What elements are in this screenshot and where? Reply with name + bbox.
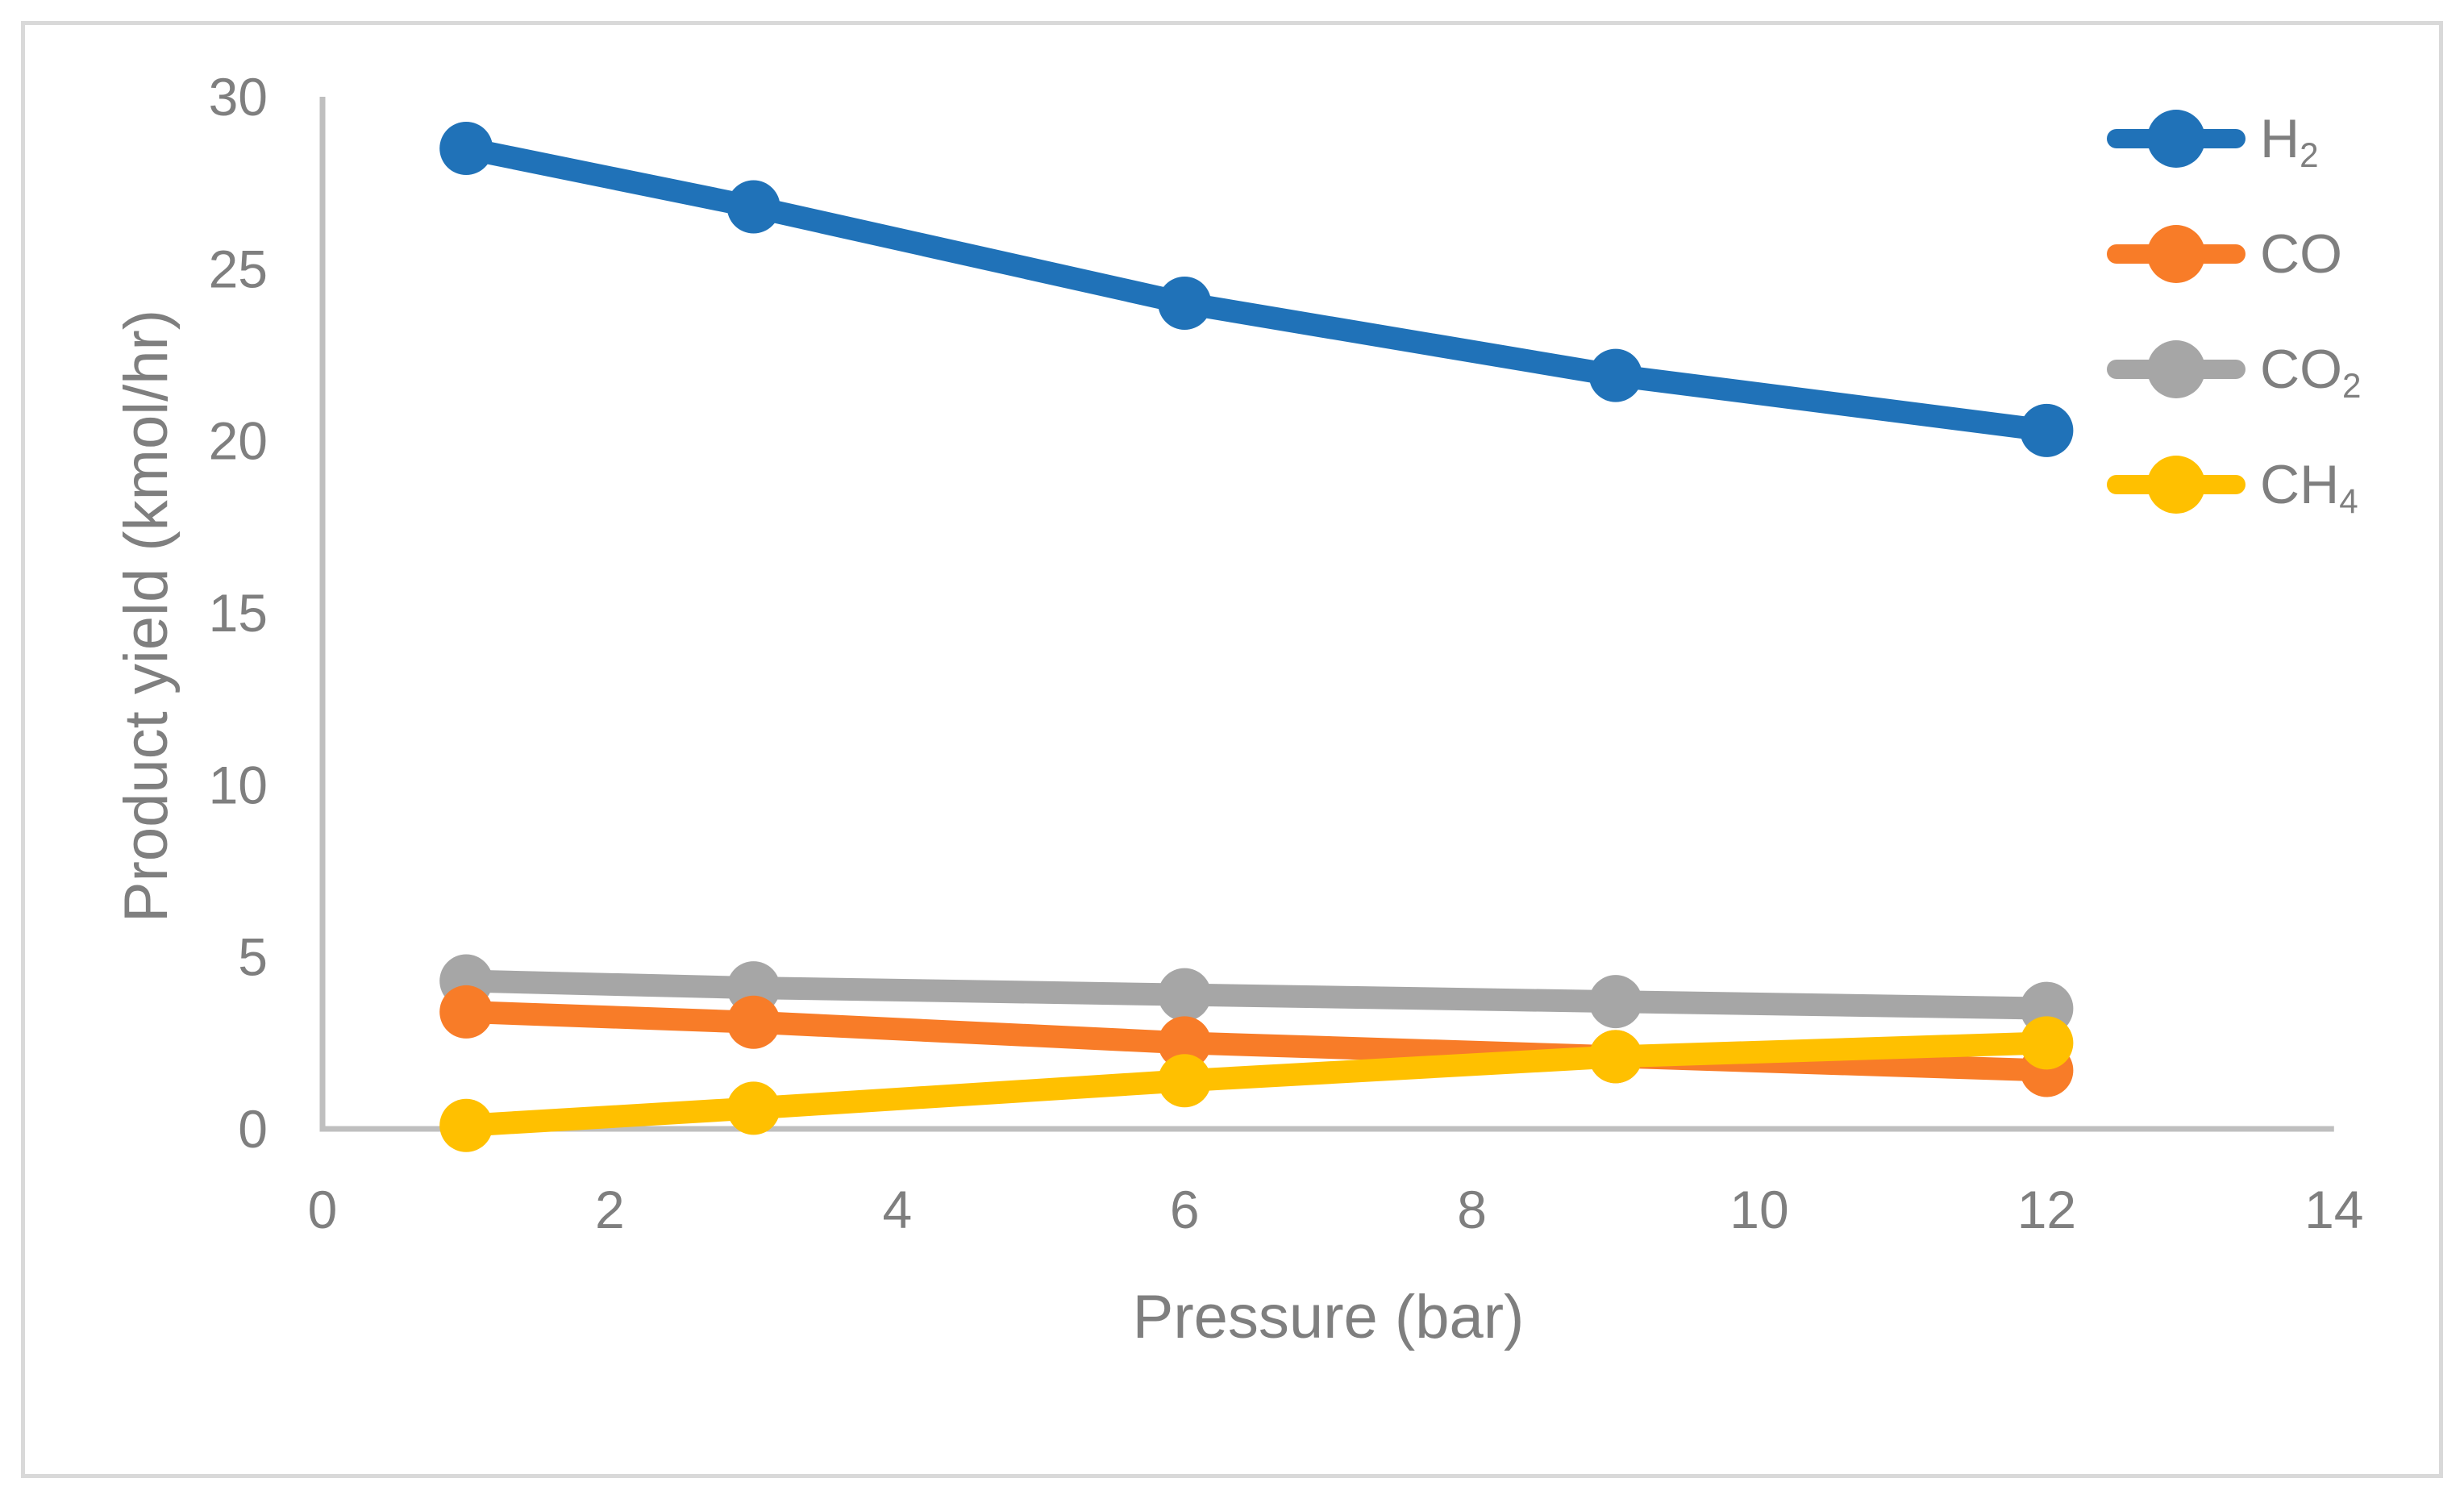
y-axis-title: Product yield (kmol/hr) (112, 309, 181, 923)
legend-marker-line (2107, 225, 2245, 283)
data-point-H2 (2020, 403, 2074, 457)
legend-item-label: CH4 (2260, 454, 2358, 520)
x-tick-label: 10 (1729, 1180, 1788, 1239)
legend-marker-dot (2147, 225, 2205, 283)
legend-item-label: CO2 (2260, 339, 2362, 405)
x-tick-label: 8 (1457, 1180, 1487, 1239)
data-point-CH4 (1158, 1054, 1212, 1108)
legend-marker-line (2107, 340, 2245, 398)
legend-item-label: H2 (2260, 108, 2319, 174)
y-tick-label: 0 (238, 1099, 268, 1159)
y-tick-label: 10 (209, 755, 268, 814)
x-tick-label: 14 (2304, 1180, 2363, 1239)
data-point-CO2 (1158, 968, 1212, 1022)
data-point-H2 (1588, 348, 1642, 402)
legend-marker-line (2107, 456, 2245, 514)
data-point-H2 (439, 122, 493, 175)
y-tick-label: 30 (209, 67, 268, 127)
x-tick-label: 12 (2017, 1180, 2076, 1239)
x-tick-label: 2 (595, 1180, 625, 1239)
legend-marker-dot (2147, 110, 2205, 168)
legend-item-CO2: CO2 (2107, 339, 2362, 405)
x-tick-label: 6 (1170, 1180, 1200, 1239)
y-tick-label: 5 (238, 927, 268, 987)
data-point-CH4 (2020, 1016, 2074, 1070)
data-point-H2 (1158, 277, 1212, 330)
data-point-CO (439, 985, 493, 1039)
data-point-CO (726, 995, 780, 1049)
data-point-CH4 (726, 1081, 780, 1135)
data-point-CO2 (1588, 975, 1642, 1029)
data-point-H2 (726, 180, 780, 234)
legend-item-H2: H2 (2107, 108, 2319, 174)
x-tick-label: 0 (308, 1180, 338, 1239)
legend-marker-line (2107, 110, 2245, 168)
x-tick-label: 4 (882, 1180, 912, 1239)
y-tick-label: 25 (209, 239, 268, 298)
data-point-CH4 (1588, 1030, 1642, 1084)
data-point-CO (1158, 1016, 1212, 1070)
y-tick-label: 20 (209, 411, 268, 471)
axis-lines (319, 97, 2334, 1132)
legend-item-label: CO (2260, 223, 2342, 285)
series-line-H2 (455, 137, 2058, 442)
legend-marker-dot (2147, 340, 2205, 398)
x-axis-title: Pressure (bar) (1132, 1283, 1525, 1351)
data-point-CH4 (439, 1098, 493, 1152)
legend-item-CO: CO (2107, 223, 2342, 285)
legend-marker-dot (2147, 456, 2205, 514)
series-line-CO2 (455, 969, 2058, 1020)
y-tick-label: 15 (209, 583, 268, 643)
legend-item-CH4: CH4 (2107, 454, 2358, 520)
